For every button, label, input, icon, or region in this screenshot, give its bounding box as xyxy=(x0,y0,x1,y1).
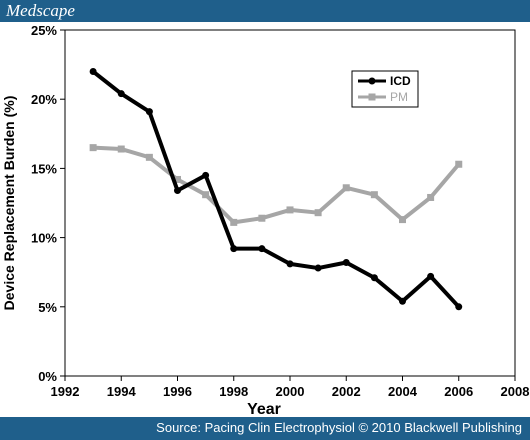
x-tick-label: 2002 xyxy=(332,384,361,399)
y-axis-title: Device Replacement Burden (%) xyxy=(1,96,17,311)
pm-point xyxy=(455,160,463,168)
pm-point xyxy=(286,206,294,214)
icd-point xyxy=(286,260,294,268)
icd-point xyxy=(427,272,435,280)
x-ticks: 1992 1994 1996 1998 2000 2002 2004 2006 2008 xyxy=(51,376,530,399)
footer-bar: Source: Pacing Clin Electrophysiol © 201… xyxy=(0,417,530,440)
legend-box xyxy=(351,70,419,108)
y-tick-label: 25% xyxy=(31,23,57,38)
icd-point xyxy=(230,245,238,253)
x-tick-label: 2000 xyxy=(276,384,305,399)
x-tick-label: 1992 xyxy=(51,384,80,399)
icd-point xyxy=(455,303,463,311)
pm-point xyxy=(399,216,406,224)
pm-point xyxy=(342,184,350,192)
pm-point xyxy=(258,214,266,222)
pm-point xyxy=(427,193,435,201)
series-layer xyxy=(89,68,463,311)
legend-icd-marker xyxy=(368,77,376,85)
source-credit: Source: Pacing Clin Electrophysiol © 201… xyxy=(156,420,522,435)
icd-point xyxy=(89,68,97,76)
pm-line xyxy=(93,145,461,225)
icd-point xyxy=(258,245,266,253)
y-tick-label: 5% xyxy=(38,300,57,315)
pm-point xyxy=(370,191,378,199)
y-ticks: 0% 5% 10% 15% 20% 25% xyxy=(31,23,65,384)
pm-point xyxy=(145,153,153,161)
brand-logo: Medscape xyxy=(6,1,75,20)
legend: ICD PM xyxy=(351,70,419,108)
plot-area xyxy=(64,29,516,377)
pm-point xyxy=(202,191,210,199)
pm-point xyxy=(314,209,322,217)
header-bar: Medscape xyxy=(0,0,530,22)
icd-point xyxy=(202,171,210,179)
line-chart: 0% 5% 10% 15% 20% 25% 1992 1994 1996 1998 2000 200… xyxy=(1,23,530,417)
icd-point xyxy=(145,108,153,116)
x-tick-label: 1994 xyxy=(107,384,137,399)
icd-point xyxy=(342,259,350,267)
x-tick-label: 1996 xyxy=(163,384,192,399)
icd-point xyxy=(399,297,406,305)
x-tick-label: 2006 xyxy=(444,384,473,399)
legend-pm-marker xyxy=(368,93,376,101)
pm-point xyxy=(117,145,125,153)
y-tick-label: 15% xyxy=(31,161,57,176)
icd-point xyxy=(314,264,322,272)
x-axis-title: Year xyxy=(247,401,281,417)
x-tick-label: 1998 xyxy=(219,384,248,399)
x-tick-label: 2004 xyxy=(388,384,418,399)
icd-point xyxy=(174,187,181,195)
icd-point xyxy=(117,90,125,98)
pm-point xyxy=(89,144,97,152)
icd-point xyxy=(370,274,378,282)
legend-pm-label: PM xyxy=(390,90,408,104)
legend-icd-label: ICD xyxy=(390,74,411,88)
y-tick-label: 10% xyxy=(31,231,57,246)
icd-line xyxy=(91,69,461,309)
y-tick-label: 0% xyxy=(38,369,57,384)
y-tick-label: 20% xyxy=(31,92,57,107)
pm-point xyxy=(230,218,238,226)
x-tick-label: 2008 xyxy=(501,384,530,399)
pm-point xyxy=(174,175,181,183)
